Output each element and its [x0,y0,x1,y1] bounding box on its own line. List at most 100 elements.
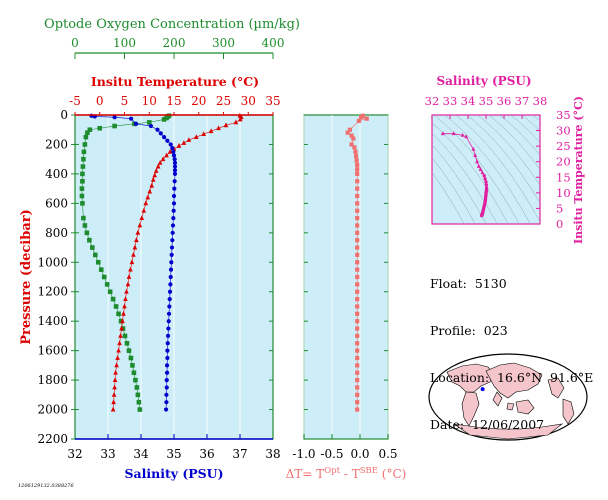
temperature-point [186,137,192,142]
salinity-point [164,377,169,383]
delta-point [355,186,360,191]
temperature-point [134,237,139,243]
delta-point [355,348,360,353]
delta-point [355,274,360,280]
oxygen-point [92,252,98,258]
delta-point [355,208,360,213]
temperature-point [116,347,121,353]
ts-point [479,213,484,218]
temperature-point [124,288,129,294]
temperature-tick-label: 10 [142,94,157,108]
oxygen-point [130,363,135,368]
delta-point [353,149,358,154]
salinity-point [172,164,178,169]
salinity-point [172,179,177,184]
delta-point [351,136,356,141]
salinity-point [171,208,176,213]
oxygen-point [104,282,110,287]
ts-point [482,174,486,178]
temperature-point [223,122,229,128]
temperature-point [121,310,126,316]
temperature-point [152,172,157,178]
pressure-axis-title: Pressure (decibar) [19,209,34,345]
delta-tick-label: 0.0 [350,447,369,461]
salinity-point [166,319,171,324]
delta-point [355,289,360,294]
pressure-tick-label: 1800 [37,373,68,387]
salinity-point [133,121,139,126]
delta-point [355,179,360,184]
temperature-point [128,266,133,272]
delta-point [355,252,360,258]
oxygen-point [135,392,141,398]
delta-point [355,311,360,316]
ts-temperature-tick-label: 5 [556,201,563,215]
oxygen-point [83,134,89,140]
date: Date: 12/06/2007 [430,417,545,432]
ts-point [471,146,476,151]
delta-point [353,154,359,159]
ts-salinity-tick-label: 38 [533,94,548,108]
temperature-tick-label: 35 [265,94,280,108]
oxygen-tick-label: 200 [163,36,186,50]
oxygen-point [124,340,130,346]
delta-tick-label: -1.0 [292,447,315,461]
temperature-point [155,163,161,169]
ts-temperature-tick-label: 10 [556,186,571,200]
delta-point [352,145,357,150]
ts-point [478,167,483,171]
temperature-point [208,128,214,134]
ts-salinity-title: Salinity (PSU) [436,74,531,88]
salinity-point [169,260,174,265]
salinity-point [172,168,178,173]
ts-salinity-tick-label: 36 [497,94,512,108]
delta-point [355,167,360,172]
ts-temperature-tick-label: 25 [556,139,571,153]
oxygen-tick-label: 400 [262,36,285,50]
salinity-point [172,157,177,162]
profile-series [79,112,244,412]
oxygen-point [136,399,142,405]
temperature-point [153,168,159,173]
location: Location: 16.6°N 91.6°E [430,370,594,385]
delta-point [355,162,360,168]
delta-point [355,238,360,243]
delta-point [355,215,360,221]
oxygen-point [81,149,87,155]
delta-title-unit: (°C) [378,467,406,481]
temperature-point [135,229,141,235]
map-land [446,362,575,440]
oxygen-point [161,117,167,122]
ts-salinity-tick-label: 35 [479,94,494,108]
caption: 1206129132.0388276 [18,483,74,489]
oxygen-point [133,377,138,383]
temperature-point [201,131,206,137]
ts-salinity-tick-label: 34 [461,94,476,108]
delta-tick-label: -0.5 [320,447,343,461]
oxygen-point [122,333,128,339]
temperature-tick-label: 0 [96,94,104,108]
temperature-tick-label: 30 [241,94,256,108]
ts-point [480,170,485,175]
salinity-tick-label: 33 [100,447,115,461]
salinity-point [164,363,170,368]
temperature-point [157,159,163,165]
delta-point [355,333,360,339]
salinity-point [166,311,172,316]
pressure-tick-label: 400 [45,167,68,181]
oxygen-point [112,123,117,129]
oxygen-tick-label: 0 [71,36,79,50]
salinity-point [129,116,134,121]
salinity-tick-label: 35 [166,447,181,461]
temperature-point [143,200,149,206]
delta-point [355,193,360,199]
salinity-point [170,146,175,151]
oxygen-point [79,193,85,199]
salinity-point [112,115,117,120]
delta-series [345,113,369,412]
ts-point [440,131,445,136]
oxygen-point [98,267,104,272]
delta-point [349,133,354,138]
delta-point [355,223,360,228]
